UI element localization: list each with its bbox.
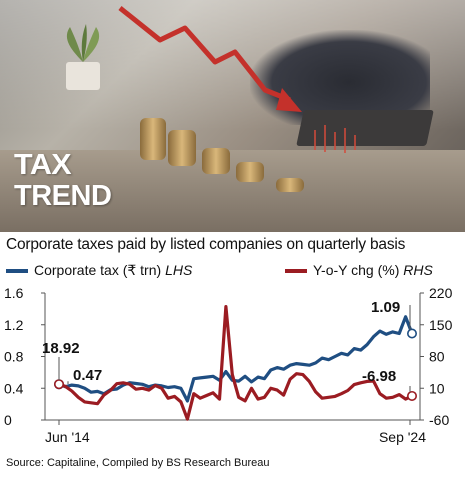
legend-yoy-label: Y-o-Y chg (%) [313,262,400,278]
coin-stack-icon [276,178,304,192]
legend-left: Corporate tax (₹ trn) LHS [6,262,192,279]
right-tick-label: 150 [429,317,453,333]
annotation-label: 1.09 [371,299,400,316]
coin-stack-icon [140,118,166,160]
right-tick-label: 80 [429,349,445,365]
left-tick-label: 0 [4,412,12,428]
left-tick-label: 0.8 [4,349,24,365]
legend-tax-label: Corporate tax (₹ trn) [34,262,162,278]
right-tick-label: -60 [429,412,449,428]
source-note: Source: Capitaline, Compiled by BS Resea… [6,457,270,469]
right-tick-label: 220 [429,285,453,301]
yoy-endpoint-marker [53,379,64,390]
legend-tax-swatch [6,269,28,274]
coin-stack-icon [236,162,264,182]
banner-title-line2: TREND [14,180,112,212]
annotation-label: 0.47 [73,367,102,384]
legend-tax-axis-tag: LHS [165,262,193,278]
x-end-label: Sep '24 [379,429,426,445]
legend-yoy-axis-tag: RHS [403,262,433,278]
yoy-series-line [57,305,414,421]
left-tick-label: 1.6 [4,285,24,301]
x-start-label: Jun '14 [45,429,90,445]
left-tick-label: 1.2 [4,317,24,333]
yoy-endpoint-marker [406,390,417,401]
coin-stack-icon [202,148,230,174]
chart-title: Corporate taxes paid by listed companies… [6,236,406,253]
banner-desk [0,150,465,232]
banner-title-line1: TAX [14,149,72,181]
downtrend-arrow-icon [118,6,356,153]
annotation-label: 18.92 [42,340,80,357]
annotation-label: -6.98 [362,368,396,385]
tax-endpoint-marker [406,328,417,339]
left-tick-label: 0.4 [4,380,24,396]
right-tick-label: 10 [429,380,445,396]
banner-title: TAX TREND [14,150,112,212]
plant-icon [66,24,100,90]
legend-right: Y-o-Y chg (%) RHS [285,262,433,278]
coin-stack-icon [168,130,196,166]
banner-image: TAX TREND [0,0,465,232]
legend-yoy-swatch [285,269,307,274]
